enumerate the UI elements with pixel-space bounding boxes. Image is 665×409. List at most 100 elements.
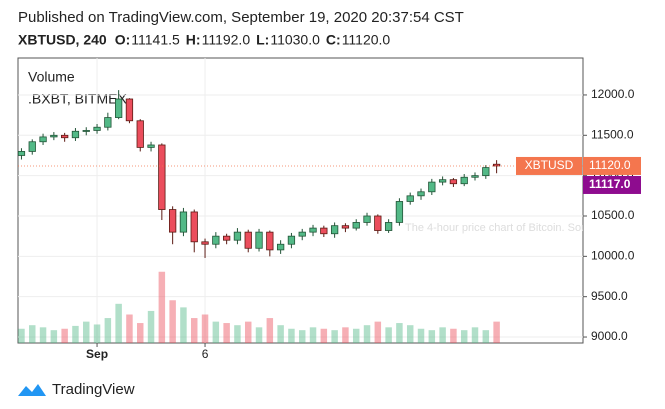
volume-bar: [352, 328, 360, 343]
candle-body: [438, 179, 447, 183]
plot: [18, 58, 583, 343]
volume-bar: [180, 307, 187, 343]
candle-body: [125, 98, 134, 122]
volume-bar: [417, 328, 425, 343]
watermark: The 4-hour price chart of Bitcoin. Sourc…: [405, 222, 625, 234]
candle-body: [50, 134, 58, 138]
volume-bar: [277, 325, 284, 343]
candle-body: [417, 191, 425, 197]
y-tick-label: 11500.0: [591, 127, 634, 141]
ohlc-label: C:: [326, 32, 341, 48]
volume-bar: [93, 324, 101, 343]
candle-body: [406, 195, 414, 202]
candle-body: [330, 225, 339, 235]
candle-body: [39, 136, 47, 143]
volume-bar: [471, 327, 479, 343]
volume-bar: [406, 325, 414, 343]
published: Published on TradingView.com, September …: [18, 9, 464, 26]
legend-volume: Volume: [28, 69, 75, 85]
price-marker-name: XBTUSD: [525, 158, 574, 172]
ohlc-label: H:: [186, 32, 201, 48]
pane: [17, 57, 584, 344]
volume-bar: [374, 321, 382, 343]
volume-bar: [212, 321, 220, 343]
candle-body: [104, 117, 112, 128]
logo: [18, 384, 46, 396]
volume-bar: [363, 325, 371, 343]
candle-body: [482, 167, 490, 177]
candle-body: [341, 225, 350, 229]
volume-bar: [385, 327, 392, 343]
candle-body: [266, 231, 274, 251]
volume-bar: [450, 328, 457, 343]
candle-body: [71, 130, 80, 139]
volume-bar: [439, 327, 446, 343]
volume-bar: [255, 327, 263, 343]
volume-bar: [61, 328, 68, 343]
candle-body: [309, 227, 317, 233]
candle-body: [18, 151, 26, 156]
candle-body: [147, 144, 155, 148]
volume-bar: [147, 310, 155, 343]
volume-bar: [50, 330, 58, 343]
ohlc-value: 11030.0: [270, 32, 320, 48]
ohlc-label: L:: [256, 32, 269, 48]
candle-body: [374, 215, 382, 231]
candle-body: [136, 120, 144, 148]
volume-bar: [169, 300, 176, 343]
candle-body: [449, 179, 458, 185]
volume-bar: [460, 330, 468, 343]
candle-body: [244, 231, 252, 249]
price-marker: [583, 156, 641, 175]
volume-bar: [298, 330, 306, 343]
y-tick-label: 12000.0: [591, 87, 635, 101]
volume-bar: [331, 330, 338, 343]
candle-body: [61, 134, 69, 139]
volume-bar: [137, 323, 144, 343]
candle-body: [460, 176, 468, 185]
volume-bar: [126, 314, 133, 343]
volume-bar: [309, 327, 317, 343]
x-tick-label: Sep: [86, 347, 108, 361]
candle-body: [82, 130, 90, 132]
footer-brand: TradingView: [52, 381, 135, 398]
volume-bar: [158, 271, 166, 343]
candle-body: [428, 181, 436, 193]
volume-bar: [83, 321, 90, 343]
price-marker-label: 11117.0: [589, 177, 631, 191]
volume-bar: [39, 327, 47, 343]
candle-body: [93, 126, 101, 131]
volume-bar: [115, 303, 122, 343]
volume-bar: [18, 328, 25, 343]
price-marker: [583, 175, 641, 194]
candle-body: [190, 211, 198, 243]
ohlc-value: 11192.0: [202, 32, 251, 48]
candle-body: [179, 211, 188, 233]
symbol: XBTUSD, 240: [18, 32, 107, 48]
candle-body: [395, 201, 404, 223]
candle-body: [352, 222, 360, 229]
volume-bar: [396, 323, 403, 343]
volume-bar: [482, 330, 490, 343]
volume-bar: [244, 321, 252, 343]
candle-body: [384, 222, 393, 231]
candle-body: [115, 98, 123, 118]
ohlc-label: O:: [115, 32, 131, 48]
volume-bar: [190, 318, 198, 343]
price-marker-name-box: [516, 156, 582, 175]
volume-bar: [428, 330, 436, 343]
candle-body: [158, 144, 166, 210]
ohlc-value: 11120.0: [342, 32, 391, 48]
candle-body: [212, 235, 220, 245]
candle-body: [255, 231, 263, 249]
candle-body: [320, 227, 328, 235]
volume-bar: [234, 325, 241, 343]
candle-body: [222, 235, 231, 241]
candle-body: [298, 231, 306, 237]
y-tick-label: 10000.0: [591, 249, 635, 263]
candle-body: [201, 241, 209, 245]
volume-bar: [29, 325, 36, 343]
price-marker-label: 11120.0: [589, 158, 631, 172]
y-tick-label: 9500.0: [591, 289, 628, 303]
candle-body: [287, 235, 296, 245]
